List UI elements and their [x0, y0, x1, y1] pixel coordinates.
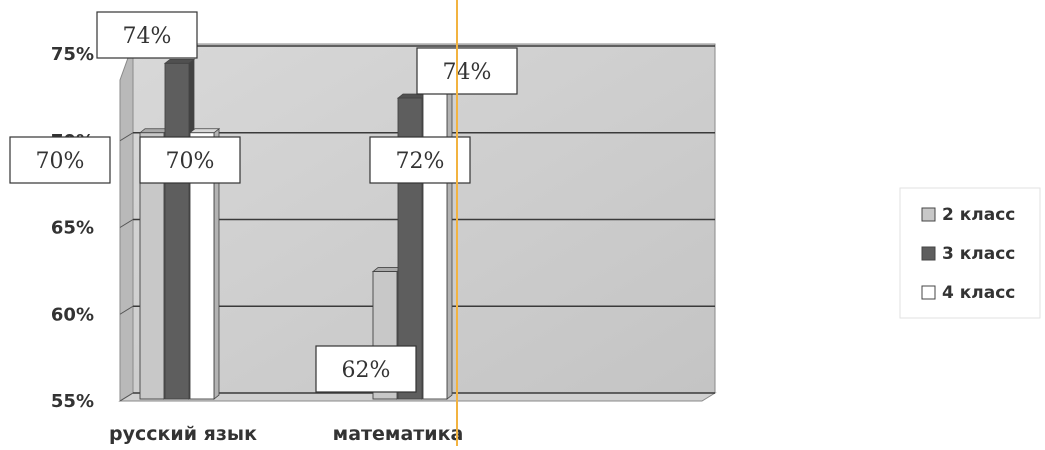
legend-label: 4 класс: [942, 283, 1015, 303]
x-axis: русский язык математика: [109, 423, 463, 445]
data-label-text: 70%: [36, 149, 85, 174]
bar-side: [446, 58, 453, 400]
data-label-box: [139, 136, 241, 184]
data-label-box: [9, 136, 111, 184]
legend: 2 класс 3 класс 4 класс: [899, 187, 1041, 319]
bar-0-1: [164, 62, 190, 400]
data-label-text: 74%: [443, 60, 492, 85]
legend-swatch: [921, 285, 936, 300]
data-label-text: 72%: [396, 149, 445, 174]
data-labels: 70% 74% 70% 62% 72% 74%: [9, 11, 518, 393]
data-label-box: [369, 136, 471, 184]
data-label-text: 74%: [123, 24, 172, 49]
data-label-box: [416, 47, 518, 95]
y-tick-label: 75%: [51, 44, 94, 65]
data-label-text: 62%: [342, 358, 391, 383]
chart-side-wall: [119, 43, 134, 402]
legend-swatch: [921, 246, 936, 261]
legend-label: 2 класс: [942, 205, 1015, 225]
data-label: 72%: [369, 136, 471, 184]
category-label: русский язык: [109, 423, 257, 445]
legend-item: 4 класс: [921, 283, 1015, 303]
data-label: 74%: [416, 47, 518, 95]
data-label-box: [96, 11, 198, 59]
legend-swatch: [921, 207, 936, 222]
legend-item: 3 класс: [921, 244, 1015, 264]
bar-top: [188, 128, 221, 134]
bar-top: [163, 58, 196, 64]
y-tick-label: 55%: [51, 391, 94, 412]
data-label: 74%: [96, 11, 198, 59]
data-label-box: [315, 345, 417, 393]
y-axis: 55%60%65%70%75%: [51, 44, 94, 412]
legend-item: 2 класс: [921, 205, 1015, 225]
data-label: 70%: [9, 136, 111, 184]
data-label: 70%: [139, 136, 241, 184]
gridline-depth: [119, 305, 134, 315]
legend-label: 3 класс: [942, 244, 1015, 264]
y-tick-label: 60%: [51, 304, 94, 325]
gridline-depth: [119, 219, 134, 228]
category-label: математика: [333, 423, 464, 445]
y-tick-label: 65%: [51, 218, 94, 239]
gridline-depth: [119, 392, 134, 402]
gridline-depth: [119, 132, 134, 142]
data-label: 62%: [315, 345, 417, 393]
bar-1-2: [422, 62, 448, 400]
data-label-text: 70%: [166, 149, 215, 174]
